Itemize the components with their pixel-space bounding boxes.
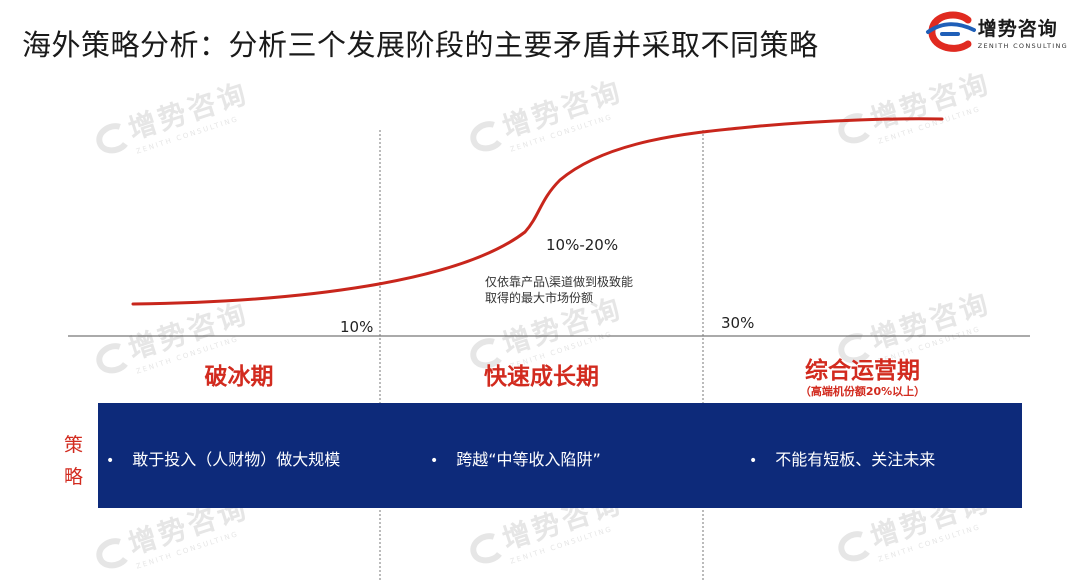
strategy-band [98,403,1022,508]
threshold-label-1: 10% [340,318,374,336]
logo-text-cn: 增势咨询 [977,18,1058,40]
curve-note: 仅依靠产品\渠道做到极致能 取得的最大市场份额 [485,274,633,306]
zenith-logo-icon [925,11,976,52]
s-curve [131,117,944,306]
strategy-label-char-1: 策 [64,434,84,456]
strategy-item-text: 不能有短板、关注未来 [775,450,936,469]
bullet-icon: • [430,453,439,469]
bullet-icon: • [749,453,758,469]
strategy-item-text: 跨越“中等收入陷阱” [456,450,601,469]
bullet-icon: • [106,453,115,469]
curve-note-line-2: 取得的最大市场份额 [485,291,594,305]
strategy-item-3: • 不能有短板、关注未来 [749,446,935,470]
threshold-label-3: 30% [721,314,755,332]
phase-title-3: 综合运营期 [805,358,920,384]
page-title: 海外策略分析：分析三个发展阶段的主要矛盾并采取不同策略 [22,28,819,62]
phase-title-1: 破冰期 [204,364,274,390]
threshold-label-2: 10%-20% [546,236,619,254]
phase-subtitle-3: （高端机份额20%以上） [799,385,926,398]
strategy-item-1: • 敢于投入（人财物）做大规模 [106,446,340,470]
strategy-label-char-2: 略 [64,466,84,488]
curve-note-line-1: 仅依靠产品\渠道做到极致能 [485,275,634,289]
strategy-item-text: 敢于投入（人财物）做大规模 [132,450,341,469]
logo-text-en: ZENITH CONSULTING [977,42,1068,50]
phase-title-2: 快速成长期 [484,364,599,390]
strategy-item-2: • 跨越“中等收入陷阱” [430,446,601,470]
brand-logo: 增势咨询 ZENITH CONSULTING [924,10,1068,54]
